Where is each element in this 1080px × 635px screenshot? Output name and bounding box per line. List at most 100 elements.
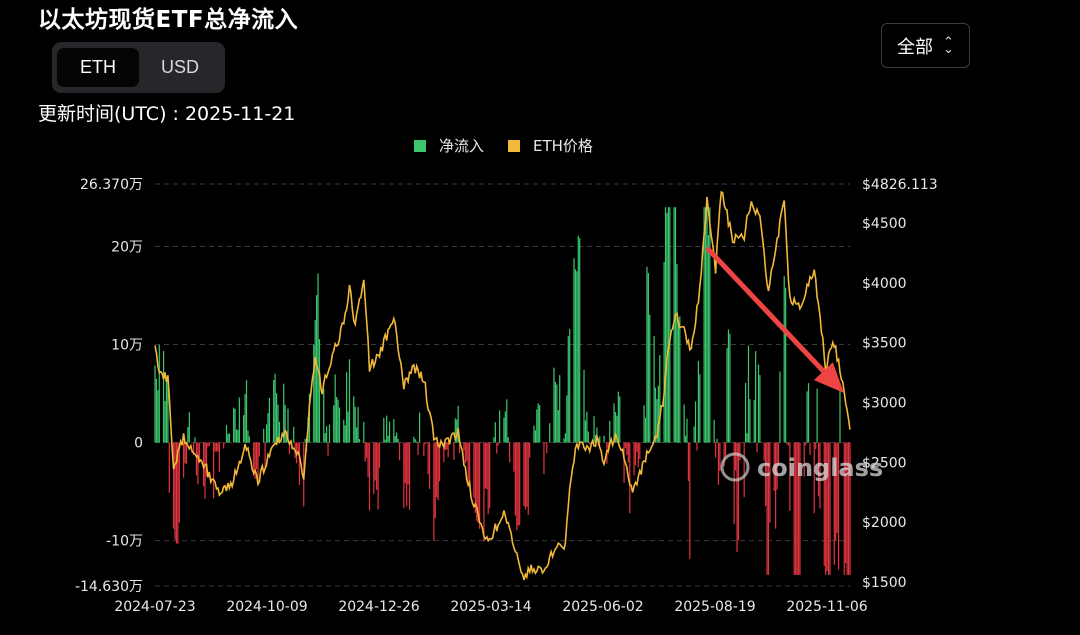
outflow-bar (218, 442, 220, 473)
inflow-bar (313, 344, 315, 443)
right-axis-tick-label: $3000 (862, 396, 907, 412)
outflow-bar (809, 442, 811, 455)
inflow-bar (656, 399, 658, 443)
inflow-bar (233, 407, 235, 443)
inflow-bar (267, 413, 269, 443)
outflow-bar (796, 442, 798, 575)
range-select-label: 全部 (897, 36, 934, 58)
outflow-bar (438, 442, 441, 482)
inflow-bar (274, 373, 276, 443)
outflow-bar (373, 442, 375, 494)
right-axis-tick-label: $2000 (862, 515, 907, 531)
inflow-bar (504, 411, 506, 443)
outflow-bar (496, 442, 498, 454)
inflow-bar (757, 364, 760, 443)
inflow-bar (747, 345, 750, 443)
inflow-bar (594, 434, 597, 443)
right-axis-tick-label: $3500 (862, 336, 907, 352)
outflow-bar (634, 442, 637, 466)
inflow-bar (164, 400, 166, 443)
inflow-bar (167, 380, 169, 443)
inflow-bar (593, 416, 595, 443)
inflow-bar (314, 320, 316, 443)
outflow-bar (195, 442, 198, 476)
outflow-bar (378, 442, 381, 468)
outflow-bar (733, 442, 735, 525)
outflow-bar (288, 442, 291, 455)
inflow-bar (187, 427, 189, 443)
inflow-bar (414, 439, 416, 443)
left-axis-tick-label: 0 (134, 436, 143, 452)
outflow-bar (849, 442, 851, 575)
x-axis-tick-label: 2025-03-14 (450, 599, 531, 615)
trend-arrow-shaft (705, 246, 826, 373)
outflow-bar (773, 442, 775, 491)
outflow-bar (589, 442, 591, 445)
range-select[interactable]: 全部 ⌃ ⌄ (881, 23, 970, 68)
inflow-bar (609, 420, 611, 443)
inflow-bar (396, 432, 398, 443)
outflow-bar (544, 442, 547, 444)
outflow-bar (743, 442, 745, 498)
inflow-bar (344, 425, 346, 443)
outflow-bar (207, 442, 209, 447)
inflow-bar (563, 438, 565, 443)
inflow-bar (277, 404, 279, 443)
inflow-bar (613, 403, 615, 443)
outflow-bar (264, 442, 266, 470)
outflow-bar (734, 442, 737, 471)
inflow-bar (353, 396, 355, 443)
outflow-bar (204, 442, 206, 499)
outflow-bar (766, 442, 768, 575)
outflow-bar (489, 442, 491, 509)
outflow-bar (168, 442, 170, 493)
inflow-bar (418, 412, 421, 443)
inflow-bar (587, 431, 589, 443)
outflow-bar (444, 442, 446, 451)
left-axis-tick-label: -14.630万 (75, 579, 143, 595)
outflow-bar (172, 442, 175, 529)
inflow-bar (599, 436, 601, 443)
outflow-bar (203, 442, 205, 487)
inflow-bar (749, 399, 751, 443)
inflow-bar (647, 273, 649, 443)
coinglass-watermark: coinglass (720, 452, 883, 482)
outflow-bar (519, 442, 521, 525)
outflow-bar (484, 442, 486, 489)
page-title: 以太坊现货ETF总净流入 (38, 7, 299, 33)
inflow-bar (356, 427, 358, 443)
outflow-bar (523, 442, 525, 506)
outflow-bar (198, 442, 200, 462)
eth-toggle-button[interactable]: ETH (57, 48, 139, 87)
outflow-bar (213, 442, 215, 499)
outflow-bar (714, 442, 717, 458)
outflow-bar (805, 442, 807, 446)
inflow-bar (454, 418, 456, 443)
usd-toggle-button[interactable]: USD (160, 57, 199, 77)
inflow-bar (393, 419, 395, 443)
currency-toggle[interactable]: ETH USD (52, 42, 225, 93)
outflow-bar (177, 442, 179, 545)
inflow-bar (713, 419, 715, 443)
inflow-bar (493, 437, 495, 443)
inflow-bar (413, 436, 415, 443)
outflow-bar (767, 442, 770, 575)
outflow-bar (217, 442, 219, 452)
outflow-bar (433, 442, 435, 541)
inflow-bar (603, 435, 605, 443)
inflow-bar (539, 405, 541, 443)
inflow-bar (265, 424, 268, 443)
inflow-bar (348, 359, 351, 443)
inflow-bar (268, 397, 271, 443)
outflow-bar (298, 442, 301, 485)
inflow-bar (154, 365, 156, 443)
inflow-bar (617, 391, 619, 443)
inflow-bar (686, 418, 688, 443)
outflow-bar (624, 442, 627, 449)
inflow-bar (727, 329, 730, 443)
outflow-bar (639, 442, 641, 459)
inflow-bar (653, 335, 655, 443)
inflow-bar (807, 383, 810, 443)
outflow-bar (408, 442, 411, 510)
inflow-bar (659, 355, 661, 443)
